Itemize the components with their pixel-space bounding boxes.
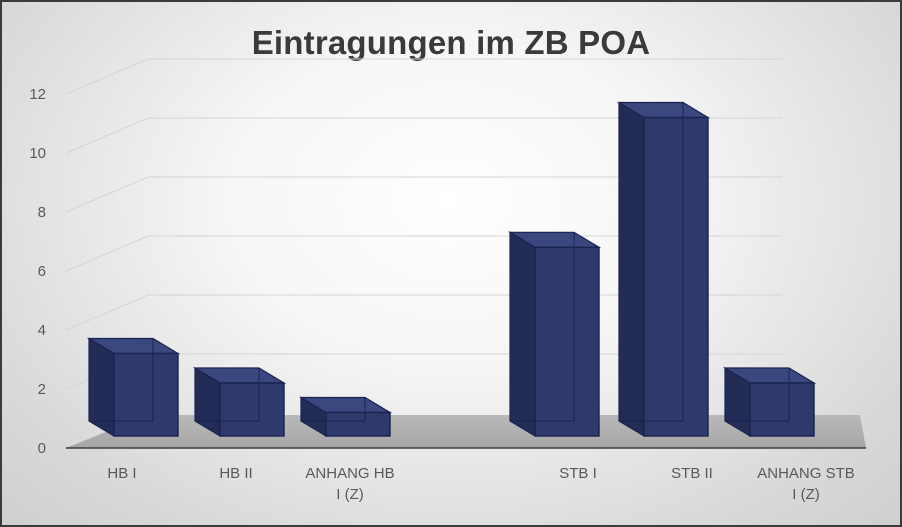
bar-inner-edge: [725, 368, 790, 422]
x-tick-label: ANHANG STB I (Z): [757, 465, 855, 503]
bar-inner-edge: [195, 368, 260, 422]
y-axis-ticks: 0 2 4 6 8 10 12: [29, 86, 46, 457]
x-tick-label: ANHANG HB I (Z): [305, 465, 394, 503]
bar-front-face: [749, 382, 815, 437]
bar: [616, 101, 711, 438]
bar: [192, 366, 287, 438]
y-tick-label: 4: [38, 322, 46, 339]
bar-front-face: [219, 382, 285, 437]
bar: [722, 366, 817, 438]
y-tick-label: 6: [38, 263, 46, 280]
bar-front-face: [113, 352, 179, 437]
bar-front-face: [534, 246, 600, 437]
y-tick-label: 10: [29, 145, 46, 162]
x-tick-label: HB II: [219, 465, 252, 482]
bar: [507, 231, 602, 438]
bars: [86, 101, 817, 438]
x-tick-label: STB I: [559, 465, 597, 482]
grid-line: [65, 58, 782, 95]
chart-title: Eintragungen im ZB POA: [251, 24, 651, 61]
grid-line: [65, 176, 782, 213]
x-tick-label: STB II: [671, 465, 713, 482]
bar-inner-edge: [89, 338, 154, 422]
bar: [298, 396, 393, 438]
bar-side-face: [618, 101, 645, 438]
y-tick-label: 0: [38, 440, 46, 457]
grid-line: [65, 117, 782, 154]
bar-side-face: [509, 231, 536, 438]
y-tick-label: 8: [38, 204, 46, 221]
bar-front-face: [643, 116, 709, 437]
bar-inner-edge: [619, 102, 684, 422]
bar: [86, 337, 181, 438]
bar-inner-edge: [301, 397, 366, 422]
x-tick-label: HB I: [107, 465, 136, 482]
y-tick-label: 12: [29, 86, 46, 103]
bar-front-face: [325, 411, 391, 437]
bar-inner-edge: [510, 232, 575, 422]
y-tick-label: 2: [38, 381, 46, 398]
x-axis-labels: HB I HB II ANHANG HB I (Z) STB I STB II ANHANG…: [107, 465, 854, 503]
